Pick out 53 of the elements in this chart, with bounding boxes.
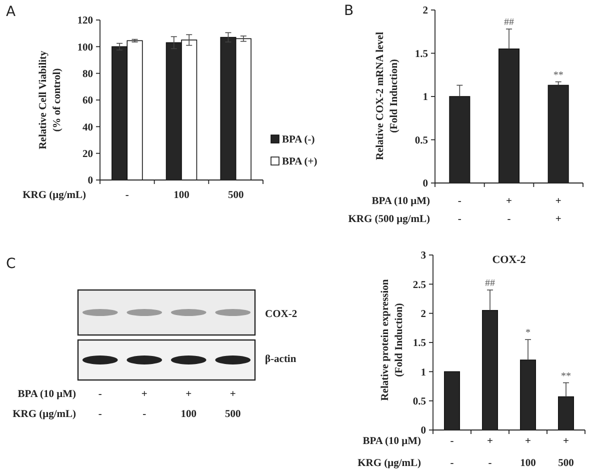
y-tick-label: 0.5	[414, 135, 428, 146]
y-tick-label: 100	[77, 42, 93, 54]
x-axis-title: BPA (10 μM) KRG (500 μg/mL)	[348, 196, 430, 225]
category-label: + 500	[225, 389, 241, 420]
x-tick-label: + 100	[520, 436, 536, 469]
text: A	[6, 4, 16, 20]
chart-title: COX-2	[492, 254, 526, 266]
annotation: ##	[504, 17, 514, 28]
category-label: - -	[98, 389, 102, 420]
y-tick-label: 3	[420, 250, 426, 262]
legend-label: BPA (-)	[282, 134, 316, 146]
x-tick-label: + 500	[558, 436, 574, 469]
y-axis-title: Relative COX-2 mRNA level (Fold Induction)	[375, 32, 400, 160]
x-tick-label: - -	[458, 196, 462, 225]
text: C	[6, 256, 16, 272]
category-label: + 100	[180, 389, 196, 420]
y-tick-label: 1.5	[414, 48, 428, 60]
x-tick-label: -	[125, 190, 130, 201]
y-tick-label: 0	[88, 176, 93, 187]
y-tick-label: 60	[82, 96, 93, 107]
y-tick-label: 120	[77, 16, 93, 27]
x-tick-label: 100	[174, 190, 190, 201]
text: β-actin	[265, 354, 296, 365]
y-axis-title: Relative Cell Viability (% of control)	[38, 50, 63, 150]
y-tick-label: 1	[422, 92, 428, 104]
text: BPA (10 μM) KRG (μg/mL)	[12, 389, 76, 420]
y-tick-label: 0	[420, 426, 426, 437]
text: B	[344, 3, 354, 19]
y-tick-label: 2.5	[412, 280, 426, 291]
legend-label: BPA (+)	[282, 156, 318, 168]
annotation: **	[561, 370, 571, 382]
y-tick-label: 2	[422, 6, 428, 17]
annotation: ##	[485, 278, 495, 289]
y-tick-label: 0	[422, 178, 428, 190]
y-tick-label: 80	[82, 69, 93, 80]
y-tick-label: 1.5	[412, 338, 426, 350]
text: COX-2	[265, 309, 298, 320]
y-tick-label: 20	[82, 149, 93, 160]
x-tick-label: + -	[506, 196, 512, 225]
x-tick-label: + +	[555, 196, 562, 225]
y-tick-label: 40	[82, 122, 93, 134]
x-tick-label: 500	[228, 190, 244, 201]
y-tick-label: 0.5	[412, 396, 426, 408]
y-tick-label: 2	[420, 309, 426, 320]
y-tick-label: 1	[420, 367, 426, 378]
category-label: + -	[141, 389, 148, 420]
annotation: **	[553, 70, 564, 81]
y-axis-title: Relative protein expression (Fold Induction)	[380, 279, 405, 401]
x-axis-title: KRG (μg/mL)	[22, 190, 86, 201]
annotation: *	[526, 328, 530, 339]
x-axis-title: BPA (10 μM) KRG (μg/mL)	[358, 436, 422, 469]
x-tick-label: + -	[487, 436, 494, 469]
x-tick-label: - -	[450, 436, 454, 469]
